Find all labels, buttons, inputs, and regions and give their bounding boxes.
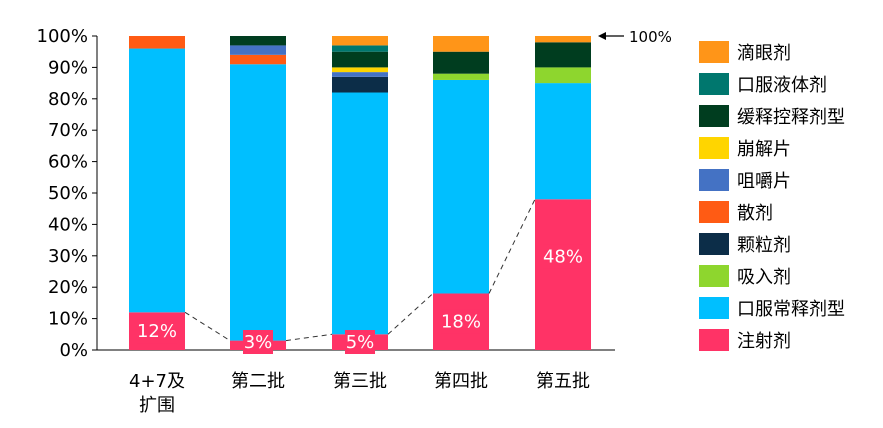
x-tick-label: 第二批 <box>231 371 285 392</box>
trend-segment <box>488 199 536 294</box>
bar-segment <box>230 45 286 55</box>
y-tick-label: 20% <box>48 277 88 298</box>
legend-swatch <box>699 233 729 255</box>
annotation-label: 100% <box>629 28 672 46</box>
legend-swatch <box>699 105 729 127</box>
legend-swatch <box>699 201 729 223</box>
injection-trend-line <box>184 199 536 342</box>
bars <box>129 36 591 350</box>
trend-segment <box>184 311 231 342</box>
data-label-box <box>345 330 375 354</box>
bar-segment <box>535 199 591 350</box>
bar-segment <box>535 36 591 43</box>
x-tick-label: 第四批 <box>434 371 488 392</box>
bar-segment <box>332 92 388 335</box>
bar-segment <box>332 67 388 73</box>
bar-segment <box>332 45 388 52</box>
legend-label: 崩解片 <box>737 139 791 160</box>
bar-segment <box>433 73 489 80</box>
data-label-box <box>542 244 584 269</box>
y-tick-label: 40% <box>48 214 88 235</box>
y-tick-label: 100% <box>37 26 88 47</box>
legend-swatch <box>699 41 729 63</box>
legend-label: 滴眼剂 <box>737 43 791 64</box>
legend-label: 颗粒剂 <box>737 235 791 256</box>
legend-label: 口服常释剂型 <box>737 299 845 320</box>
bar-segment <box>332 72 388 77</box>
bar-segment <box>433 79 489 294</box>
legend-label: 散剂 <box>737 203 773 224</box>
legend-swatch <box>699 73 729 95</box>
x-tick-label: 扩围 <box>139 395 175 416</box>
bar-segment <box>129 48 185 313</box>
bar-segment <box>230 64 286 341</box>
y-tick-label: 70% <box>48 120 88 141</box>
legend-label: 注射剂 <box>737 331 791 352</box>
annotation-arrow-head <box>598 32 606 40</box>
legend-swatch <box>699 169 729 191</box>
data-label-box <box>440 309 482 334</box>
y-tick-label: 10% <box>48 309 88 330</box>
bar-segment <box>129 36 185 49</box>
legend-label: 缓释控释剂型 <box>737 107 845 128</box>
bar-segment <box>332 51 388 68</box>
data-label: 5% <box>346 332 375 353</box>
data-label: 18% <box>441 312 481 333</box>
data-label: 3% <box>244 332 273 353</box>
x-tick-label: 第五批 <box>536 371 590 392</box>
legend-label: 口服液体剂 <box>737 75 827 96</box>
bar-segment <box>535 67 591 84</box>
legend-swatch <box>699 297 729 319</box>
data-labels: 12% 3% 5% 18% 48% <box>136 244 584 354</box>
y-tick-label: 30% <box>48 246 88 267</box>
legend-label: 吸入剂 <box>737 267 791 288</box>
data-label-box <box>136 319 178 344</box>
trend-segment <box>387 293 434 335</box>
y-tick-label: 0% <box>59 340 88 361</box>
trend-segment <box>285 333 333 342</box>
legend-label: 咀嚼片 <box>737 171 791 192</box>
bar-segment <box>230 36 286 46</box>
y-tick-label: 60% <box>48 152 88 173</box>
y-tick-label: 50% <box>48 183 88 204</box>
bar-segment <box>332 36 388 46</box>
x-tick-label: 第三批 <box>333 371 387 392</box>
bar-segment <box>230 54 286 65</box>
data-label: 12% <box>137 321 177 342</box>
annotation: 100% <box>598 28 672 46</box>
bar-segment <box>535 83 591 200</box>
data-label: 48% <box>543 247 583 268</box>
axes: 0% 10% 20% 30% 40% 50% 60% 70% 80% 90% 100% <box>37 26 615 361</box>
y-tick-label: 90% <box>48 57 88 78</box>
bar-segment <box>535 42 591 68</box>
bar-segment <box>433 36 489 52</box>
data-label-box <box>243 330 273 354</box>
legend-swatch <box>699 265 729 287</box>
bar-segment <box>332 76 388 93</box>
legend-swatch <box>699 329 729 351</box>
bar-segment <box>433 51 489 74</box>
legend-swatch <box>699 137 729 159</box>
x-tick-label: 4+7及 <box>129 371 185 392</box>
y-tick-label: 80% <box>48 89 88 110</box>
